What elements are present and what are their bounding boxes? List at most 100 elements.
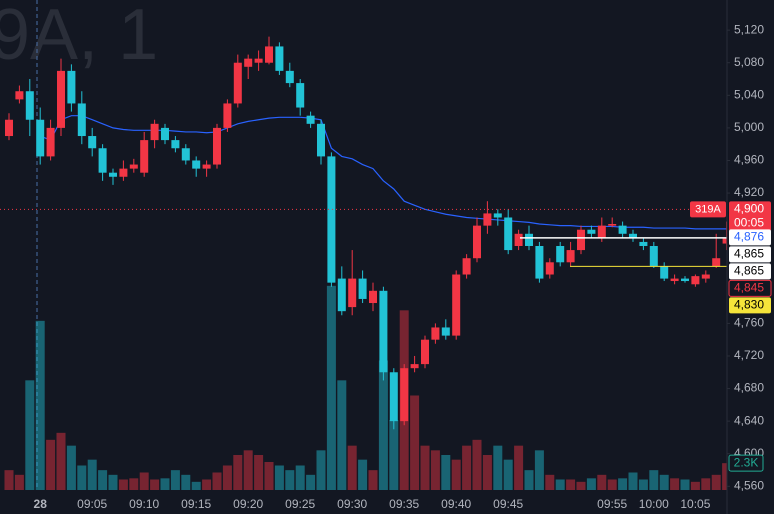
volume-bar: [701, 478, 711, 490]
candle-body: [202, 164, 211, 169]
candle-body: [161, 127, 169, 141]
price-tag-label: 4,865: [734, 264, 764, 278]
volume-bar: [160, 478, 170, 490]
candle-body: [410, 364, 419, 369]
candle-body: [77, 103, 86, 137]
volume-bar: [514, 445, 524, 490]
candle-body: [535, 246, 544, 279]
y-tick-label: 5,080: [734, 55, 764, 69]
y-tick-label: 4,920: [734, 185, 764, 199]
watermark: 9A, 1: [0, 0, 158, 75]
candle-body: [670, 278, 679, 282]
candle-body: [473, 225, 481, 259]
x-tick-label: 09:05: [77, 497, 107, 511]
price-tag: [729, 263, 771, 280]
volume-bar: [628, 472, 638, 490]
volume-bar: [410, 395, 420, 490]
volume-bar: [181, 474, 191, 490]
candle-body: [327, 156, 336, 283]
volume-bar: [87, 459, 97, 490]
volume-bar: [586, 478, 596, 490]
candle-body: [88, 136, 97, 149]
candle-body: [171, 140, 180, 149]
x-tick-label: 09:35: [389, 497, 419, 511]
x-tick-label: 09:15: [181, 497, 211, 511]
volume-bar: [243, 450, 253, 490]
price-tag-label: 4,830: [734, 298, 764, 312]
candle-body: [649, 246, 658, 267]
candle-body: [254, 58, 263, 63]
volume-bar: [368, 470, 378, 490]
volume-bar: [358, 459, 368, 490]
volume-bar: [451, 459, 461, 490]
volume-bar: [441, 455, 451, 490]
volume-bar: [524, 470, 534, 490]
volume-bar: [545, 474, 555, 490]
price-tag: [729, 246, 771, 263]
candle-body: [244, 58, 253, 67]
candle-body: [46, 127, 55, 157]
volume-bar: [482, 455, 492, 490]
candle-body: [348, 278, 357, 308]
candle-body: [150, 123, 159, 141]
y-tick-label: 4,960: [734, 153, 764, 167]
candle-body: [462, 258, 471, 275]
candle-body: [213, 127, 221, 165]
count-tag: [690, 201, 726, 218]
volume-bar: [191, 481, 201, 490]
volume-bar: [150, 479, 160, 490]
candle-body: [691, 276, 700, 285]
candle-body: [639, 241, 648, 247]
candle-body: [109, 172, 117, 177]
price-tag: [728, 279, 772, 297]
price-tag: [729, 297, 771, 314]
volume-bar: [618, 478, 628, 490]
y-tick-label: 5,040: [734, 87, 764, 101]
volume-bar: [316, 450, 326, 490]
volume-bar: [378, 360, 388, 490]
volume-bar: [118, 479, 128, 490]
volume-bar: [711, 474, 721, 490]
candle-body: [233, 62, 242, 104]
volume-bar: [108, 474, 118, 490]
volume-bar: [254, 455, 264, 490]
volume-bar: [680, 479, 690, 490]
volume-bar: [659, 474, 669, 490]
y-tick-label: 4,680: [734, 381, 764, 395]
x-tick-label: 09:10: [129, 497, 159, 511]
candle-body: [265, 46, 273, 63]
candle-body: [369, 290, 377, 304]
volume-bar: [347, 445, 357, 490]
candle-body: [181, 148, 190, 161]
candle-body: [275, 46, 284, 71]
candle-body: [597, 225, 606, 238]
candle-body: [712, 258, 721, 267]
volume-bar: [534, 450, 544, 490]
candle-body: [577, 229, 585, 251]
volume-bar: [14, 474, 24, 490]
x-tick-label: 09:20: [233, 497, 263, 511]
volume-bar: [274, 465, 284, 490]
candle-body: [431, 327, 440, 340]
volume-bar: [170, 470, 180, 490]
candle-body: [67, 70, 76, 104]
volume-bar: [337, 380, 347, 490]
volume-bar: [35, 320, 45, 490]
candle-body: [681, 278, 689, 282]
x-tick-label: 09:55: [597, 497, 627, 511]
volume-bar: [389, 420, 399, 490]
candle-body: [129, 164, 138, 169]
candle-body: [545, 262, 554, 275]
candle-body: [514, 233, 523, 247]
volume-bar: [566, 479, 576, 490]
candle-body: [337, 278, 346, 312]
volume-bar: [264, 462, 274, 490]
candle-body: [587, 229, 596, 234]
volume-bar: [462, 445, 472, 490]
candle-body: [25, 91, 34, 120]
candle-body: [421, 339, 429, 365]
volume-tag: [728, 454, 764, 472]
volume-bar: [212, 472, 222, 490]
volume-bar: [295, 465, 305, 490]
